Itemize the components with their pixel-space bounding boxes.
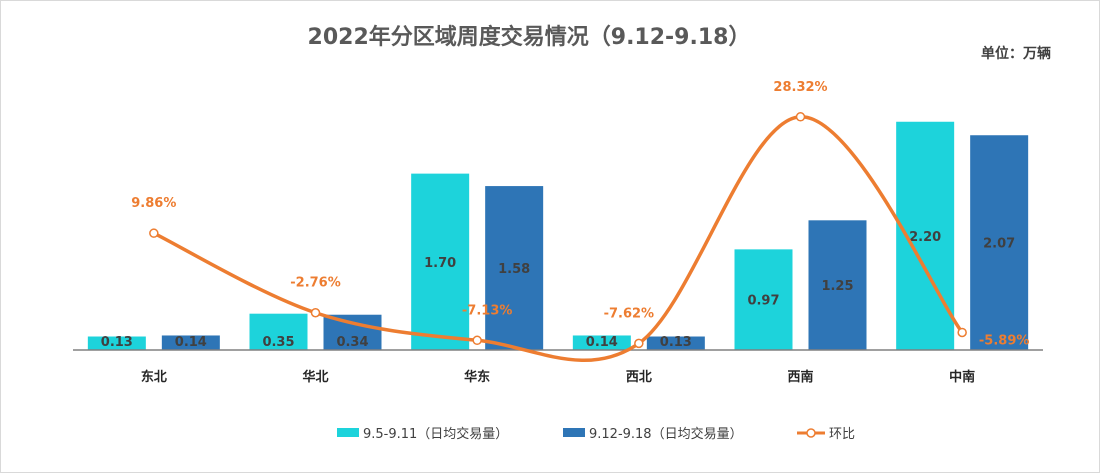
bar-this-week-0 bbox=[161, 335, 220, 350]
legend-prev-week-swatch bbox=[337, 428, 359, 437]
mom-value-label-2: -7.13% bbox=[462, 303, 513, 318]
mom-point-4 bbox=[795, 112, 806, 122]
bar-this-week-1 bbox=[323, 314, 382, 350]
mom-value-label-4: 28.32% bbox=[773, 80, 827, 95]
mom-value-label-3: -7.62% bbox=[604, 306, 655, 321]
mom-value-label-0: 9.86% bbox=[131, 196, 176, 211]
bar-value-label-prev-week-4: 0.97 bbox=[747, 294, 779, 309]
bar-prev-week-2 bbox=[411, 173, 470, 350]
legend-this-week-swatch bbox=[563, 428, 585, 437]
bar-prev-week-0 bbox=[87, 336, 146, 350]
bar-value-label-this-week-4: 1.25 bbox=[821, 279, 853, 294]
bar-prev-week-4 bbox=[734, 249, 793, 350]
bar-value-label-this-week-0: 0.14 bbox=[175, 335, 207, 350]
category-label-4: 西南 bbox=[787, 369, 813, 385]
mom-point-2 bbox=[472, 335, 482, 346]
bar-value-label-this-week-5: 2.07 bbox=[983, 237, 1015, 252]
bar-prev-week-3 bbox=[572, 335, 631, 350]
mom-point-5 bbox=[957, 327, 967, 338]
bar-value-label-prev-week-5: 2.20 bbox=[909, 230, 941, 245]
category-label-1: 华北 bbox=[302, 369, 328, 385]
bar-value-label-this-week-2: 1.58 bbox=[498, 262, 530, 277]
mom-point-0 bbox=[149, 228, 159, 238]
mom-value-label-1: -2.76% bbox=[290, 276, 341, 291]
category-label-3: 西北 bbox=[626, 370, 652, 385]
bar-value-label-prev-week-2: 1.70 bbox=[424, 256, 456, 271]
legend-mom-marker bbox=[806, 428, 816, 438]
mom-value-label-5: -5.89% bbox=[979, 333, 1030, 348]
legend-this-week-text: 9.12-9.18（日均交易量） bbox=[589, 426, 743, 442]
bar-value-label-this-week-3: 0.13 bbox=[660, 335, 692, 350]
category-label-0: 东北 bbox=[141, 369, 167, 385]
category-label-2: 华东 bbox=[464, 369, 490, 385]
legend-mom-text: 环比 bbox=[829, 427, 855, 442]
category-label-5: 中南 bbox=[949, 369, 975, 385]
bar-value-label-prev-week-0: 0.13 bbox=[101, 335, 133, 350]
mom-point-1 bbox=[310, 307, 321, 318]
mom-point-3 bbox=[634, 338, 644, 349]
bar-this-week-4 bbox=[808, 220, 867, 350]
bar-this-week-2 bbox=[485, 186, 544, 350]
bar-prev-week-1 bbox=[249, 313, 308, 350]
mom-line bbox=[152, 115, 964, 362]
bar-value-label-prev-week-3: 0.14 bbox=[586, 335, 618, 350]
bar-this-week-3 bbox=[646, 336, 705, 350]
bar-this-week-5 bbox=[970, 135, 1029, 350]
bar-value-label-prev-week-1: 0.35 bbox=[262, 335, 294, 350]
bar-value-label-this-week-1: 0.34 bbox=[336, 335, 368, 350]
legend-prev-week-text: 9.5-9.11（日均交易量） bbox=[363, 426, 508, 442]
unit-label: 单位：万辆 bbox=[981, 46, 1051, 62]
chart-title: 2022年分区域周度交易情况（9.12-9.18） bbox=[307, 25, 751, 50]
